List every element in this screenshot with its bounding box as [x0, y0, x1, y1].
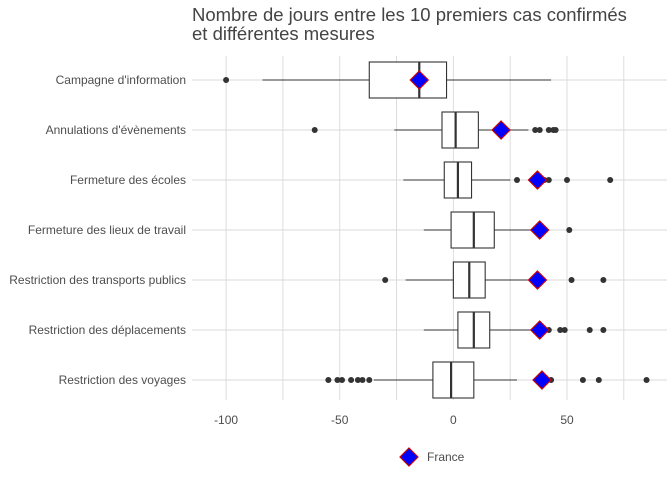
legend-label-france: France: [427, 450, 465, 464]
chart-title-line-2: et différentes mesures: [192, 23, 375, 44]
legend: France: [399, 447, 465, 467]
x-tick-label: -50: [331, 413, 349, 427]
outlier-point: [339, 377, 345, 383]
france-diamond-point: [409, 70, 430, 90]
chart-title: Nombre de jours entre les 10 premiers ca…: [192, 4, 627, 44]
x-axis-tick-labels: -100 -50 0 50: [214, 413, 574, 427]
box: [450, 211, 495, 249]
boxplot-group: [223, 61, 552, 99]
outlier-point: [552, 127, 559, 133]
outlier-point: [561, 327, 568, 333]
france-diamond-point: [527, 170, 548, 190]
boxplot-group: [311, 111, 559, 149]
outlier-point: [532, 127, 539, 133]
outlier-point: [600, 277, 607, 283]
france-diamond-point: [529, 220, 550, 240]
x-tick-label: 0: [450, 413, 457, 427]
boxplot-group: [423, 211, 573, 249]
outlier-point: [536, 127, 543, 133]
boxplot-group: [423, 311, 607, 349]
grid-lines: [192, 56, 667, 400]
outlier-point: [359, 377, 366, 383]
outlier-point: [311, 127, 318, 133]
outlier-point: [354, 377, 361, 383]
france-diamond-point: [491, 120, 511, 140]
boxplot-group: [382, 261, 607, 299]
y-tick-label: Annulations d'évènements: [46, 123, 186, 137]
outlier-point: [545, 177, 552, 183]
box: [432, 361, 475, 399]
y-tick-label: Restriction des déplacements: [29, 323, 186, 337]
boxplot-group: [325, 361, 650, 399]
outlier-point: [223, 77, 230, 83]
y-tick-label: Restriction des transports publics: [9, 273, 186, 287]
box: [368, 61, 448, 99]
legend-diamond-icon: [399, 447, 419, 467]
outlier-point: [557, 327, 564, 333]
box: [441, 111, 479, 149]
outlier-point: [545, 127, 552, 133]
outlier-point: [607, 177, 614, 183]
chart-title-line-1: Nombre de jours entre les 10 premiers ca…: [192, 4, 627, 25]
france-diamond-point: [527, 270, 548, 290]
outlier-point: [366, 377, 373, 383]
outlier-point: [514, 177, 520, 183]
plot-area: [223, 61, 650, 399]
france-diamond-point: [529, 320, 550, 340]
y-tick-label: Fermeture des écoles: [70, 173, 186, 187]
outlier-point: [600, 327, 607, 333]
legend-key-france-icon: [399, 447, 419, 467]
outlier-point: [334, 377, 341, 383]
outlier-point: [568, 277, 575, 283]
y-axis-labels: Campagne d'information Annulations d'évèn…: [9, 73, 186, 387]
outlier-point: [579, 377, 586, 383]
outlier-point: [643, 377, 650, 383]
outlier-point: [325, 377, 332, 383]
x-tick-label: -100: [214, 413, 238, 427]
x-tick-label: 50: [560, 413, 574, 427]
outlier-point: [348, 377, 355, 383]
outlier-point: [382, 277, 389, 283]
y-tick-label: Fermeture des lieux de travail: [28, 223, 186, 237]
france-diamond-point: [532, 370, 552, 390]
outlier-point: [595, 377, 602, 383]
outlier-point: [566, 227, 573, 233]
y-tick-label: Campagne d'information: [56, 73, 186, 87]
outlier-point: [564, 177, 570, 183]
outlier-point: [586, 327, 593, 333]
y-tick-label: Restriction des voyages: [59, 373, 186, 387]
